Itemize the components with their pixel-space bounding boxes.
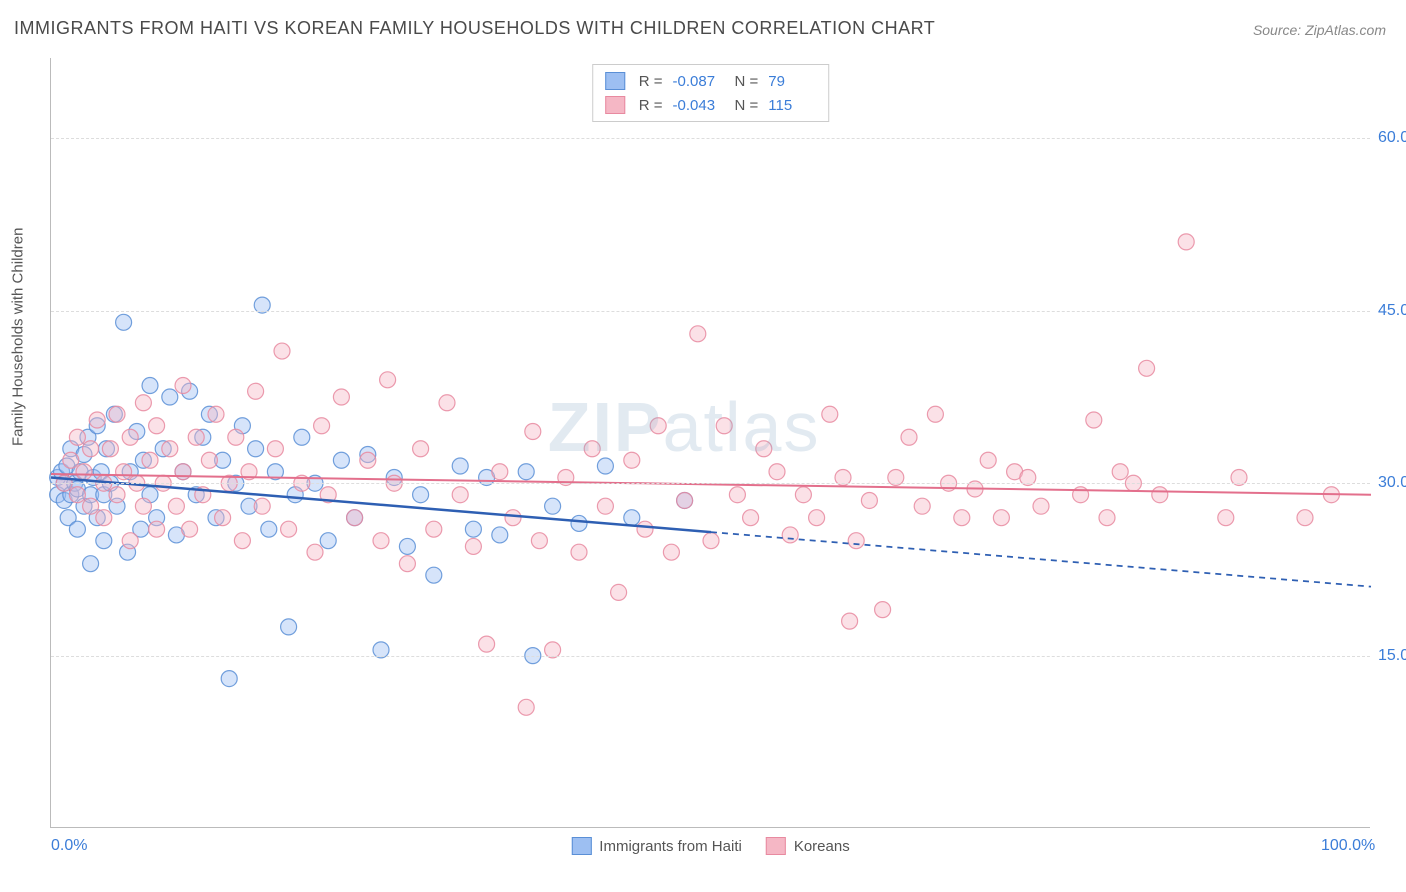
legend-swatch-koreans	[605, 96, 625, 114]
x-tick-label: 0.0%	[51, 837, 87, 855]
grid-line	[51, 311, 1370, 312]
legend-row-koreans: R = -0.043 N = 115	[605, 93, 817, 117]
legend-label-koreans: Koreans	[794, 838, 850, 855]
r-value-koreans: -0.043	[673, 97, 721, 114]
x-tick-label: 100.0%	[1321, 837, 1375, 855]
series-legend: Immigrants from Haiti Koreans	[571, 837, 849, 855]
grid-line	[51, 138, 1370, 139]
legend-label-haiti: Immigrants from Haiti	[599, 838, 742, 855]
chart-svg	[51, 58, 1370, 827]
legend-item-koreans: Koreans	[766, 837, 850, 855]
legend-swatch-haiti	[605, 72, 625, 90]
legend-row-haiti: R = -0.087 N = 79	[605, 69, 817, 93]
grid-line	[51, 656, 1370, 657]
legend-item-haiti: Immigrants from Haiti	[571, 837, 742, 855]
legend-swatch-koreans-icon	[766, 837, 786, 855]
y-tick-label: 15.0%	[1378, 647, 1406, 665]
chart-title: IMMIGRANTS FROM HAITI VS KOREAN FAMILY H…	[14, 18, 935, 39]
y-axis-title: Family Households with Children	[10, 228, 27, 446]
legend-swatch-haiti-icon	[571, 837, 591, 855]
n-value-koreans: 115	[768, 97, 816, 114]
y-tick-label: 45.0%	[1378, 302, 1406, 320]
correlation-legend: R = -0.087 N = 79 R = -0.043 N = 115	[592, 64, 830, 122]
plot-area: ZIPatlas R = -0.087 N = 79 R = -0.043 N …	[50, 58, 1370, 828]
y-tick-label: 60.0%	[1378, 129, 1406, 147]
grid-line	[51, 483, 1370, 484]
n-label: N =	[735, 97, 759, 114]
r-value-haiti: -0.087	[673, 73, 721, 90]
n-value-haiti: 79	[768, 73, 816, 90]
n-label: N =	[735, 73, 759, 90]
r-label: R =	[639, 97, 663, 114]
y-tick-label: 30.0%	[1378, 474, 1406, 492]
source-attribution: Source: ZipAtlas.com	[1253, 22, 1386, 38]
r-label: R =	[639, 73, 663, 90]
